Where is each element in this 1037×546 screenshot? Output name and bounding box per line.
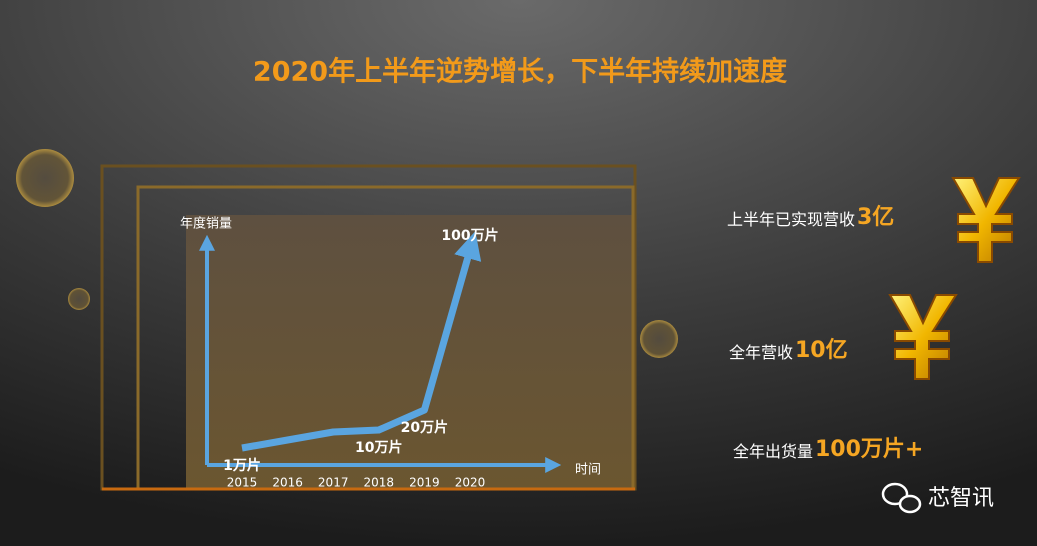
- wechat-icon: [881, 482, 922, 514]
- yen-icon: [951, 177, 1021, 263]
- x-tick-label: 2017: [318, 476, 349, 490]
- yen-icon: [888, 294, 958, 380]
- title: 2020年上半年逆势增长，下半年持续加速度: [253, 56, 787, 88]
- highlight: 全年营收: [729, 343, 793, 362]
- sales-line: [241, 231, 482, 452]
- highlight-label: 上半年已实现营收: [727, 210, 855, 229]
- highlight-value: 10亿: [795, 338, 848, 363]
- bokeh: [68, 288, 90, 310]
- y-axis-label: 年度销量: [180, 216, 232, 232]
- x-tick-label: 2020: [455, 476, 486, 490]
- x-tick-label: 2015: [227, 476, 258, 490]
- watermark: 芯智讯: [928, 486, 994, 511]
- data-label: 10万片: [355, 439, 402, 456]
- highlight-value: 100万片+: [815, 437, 923, 462]
- x-tick-label: 2018: [364, 476, 395, 490]
- data-label: 100万片: [441, 227, 498, 244]
- highlight-label: 全年出货量: [733, 442, 813, 461]
- bokeh: [640, 320, 678, 358]
- bokeh: [16, 149, 74, 207]
- data-label: 1万片: [223, 457, 261, 474]
- x-tick-label: 2016: [272, 476, 303, 490]
- data-label: 20万片: [401, 419, 448, 436]
- highlight: 上半年已实现营收: [727, 210, 855, 229]
- highlight-label: 全年营收: [729, 343, 793, 362]
- highlight-value: 3亿: [857, 205, 894, 230]
- x-axis-label: 时间: [575, 463, 601, 478]
- highlight: 全年出货量: [733, 442, 813, 461]
- x-tick-label: 2019: [409, 476, 440, 490]
